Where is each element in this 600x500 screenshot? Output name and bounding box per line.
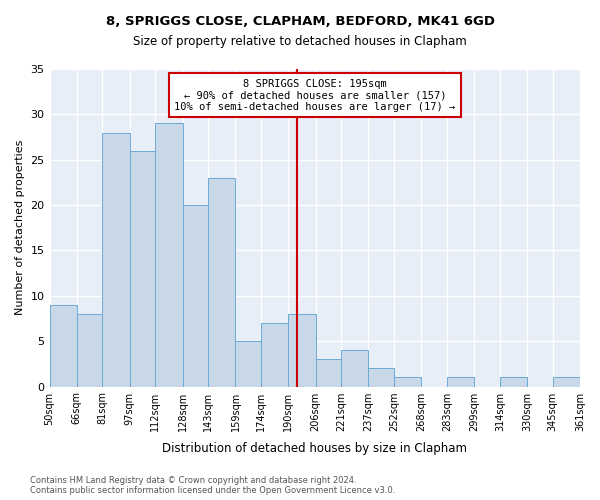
Bar: [77, 314, 103, 386]
Bar: [261, 323, 289, 386]
Text: 8 SPRIGGS CLOSE: 195sqm
← 90% of detached houses are smaller (157)
10% of semi-d: 8 SPRIGGS CLOSE: 195sqm ← 90% of detache…: [174, 78, 455, 112]
Bar: [235, 341, 261, 386]
Bar: [553, 378, 580, 386]
Text: 8, SPRIGGS CLOSE, CLAPHAM, BEDFORD, MK41 6GD: 8, SPRIGGS CLOSE, CLAPHAM, BEDFORD, MK41…: [106, 15, 494, 28]
Bar: [208, 178, 235, 386]
Bar: [394, 378, 421, 386]
Bar: [50, 305, 77, 386]
Bar: [341, 350, 368, 387]
Bar: [447, 378, 474, 386]
Y-axis label: Number of detached properties: Number of detached properties: [15, 140, 25, 316]
Bar: [182, 205, 208, 386]
Text: Size of property relative to detached houses in Clapham: Size of property relative to detached ho…: [133, 35, 467, 48]
Bar: [368, 368, 394, 386]
X-axis label: Distribution of detached houses by size in Clapham: Distribution of detached houses by size …: [162, 442, 467, 455]
Bar: [500, 378, 527, 386]
Bar: [130, 150, 155, 386]
Bar: [155, 124, 182, 386]
Text: Contains HM Land Registry data © Crown copyright and database right 2024.
Contai: Contains HM Land Registry data © Crown c…: [30, 476, 395, 495]
Bar: [289, 314, 316, 386]
Bar: [316, 360, 341, 386]
Bar: [103, 132, 130, 386]
